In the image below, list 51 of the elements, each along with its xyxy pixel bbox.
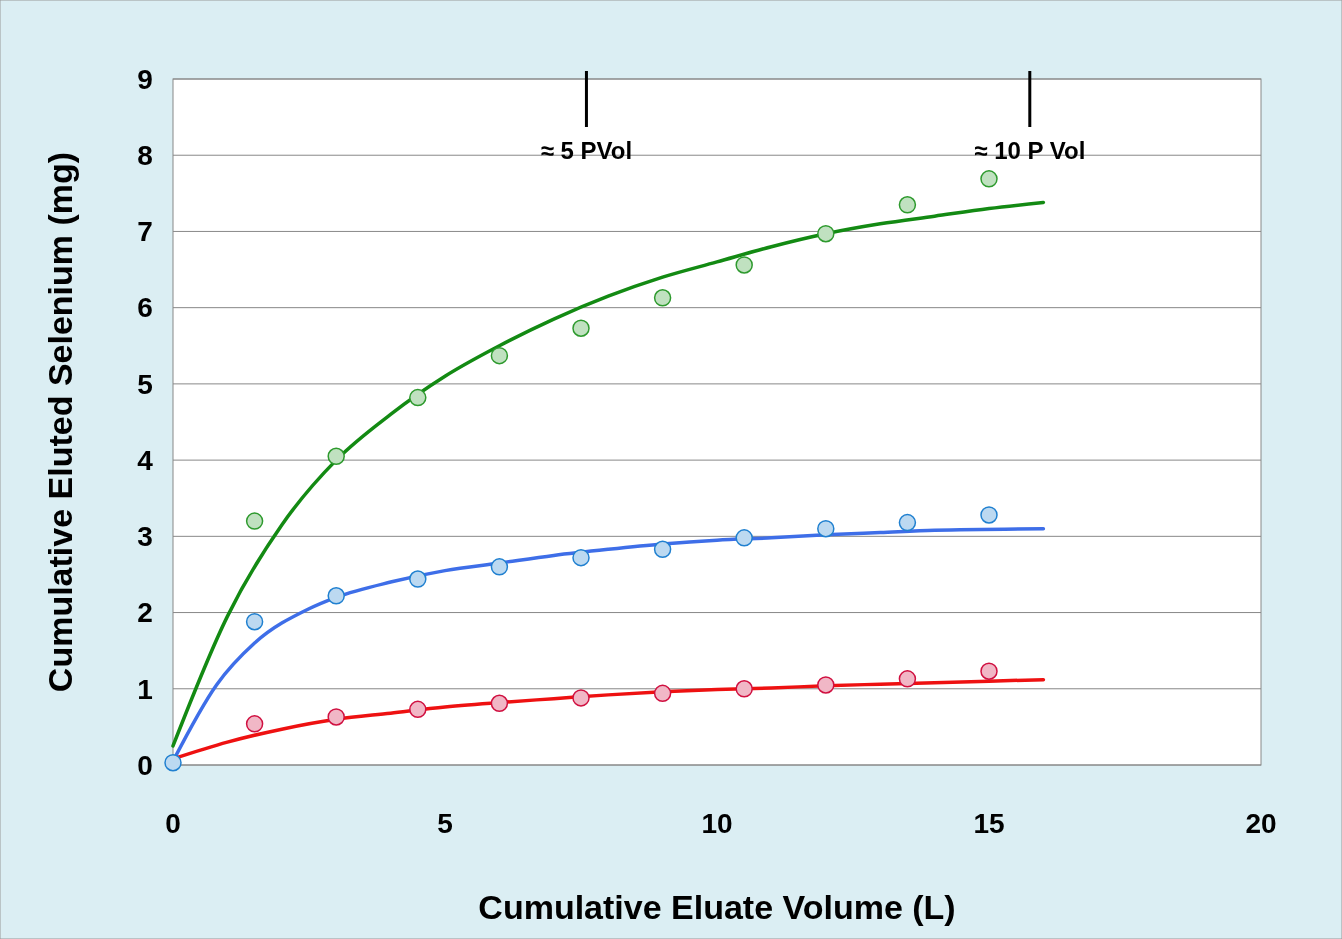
point: [490, 694, 509, 713]
y-tick-label: 9: [137, 63, 153, 95]
x-tick-label: 15: [973, 808, 1005, 839]
point: [572, 319, 590, 337]
point: [817, 676, 835, 694]
point: [653, 684, 672, 703]
point: [980, 170, 998, 188]
y-tick-label: 6: [137, 292, 153, 324]
point: [409, 388, 427, 407]
y-tick-label: 8: [137, 140, 153, 172]
y-tick-label: 4: [137, 444, 154, 476]
point: [327, 708, 345, 726]
point: [735, 256, 753, 274]
point: [327, 587, 345, 605]
point: [898, 513, 917, 532]
point: [245, 512, 264, 530]
point: [409, 700, 427, 719]
x-axis-title: Cumulative Eluate Volume (L): [478, 888, 956, 926]
point: [980, 506, 998, 524]
y-tick-label: 0: [137, 749, 153, 781]
point: [409, 570, 427, 588]
point: [980, 662, 998, 680]
line-series: [171, 200, 1046, 748]
point: [653, 540, 672, 559]
point: [735, 529, 753, 547]
point: [653, 289, 672, 307]
y-tick-label: 5: [137, 368, 153, 400]
y-tick-label: 1: [137, 673, 153, 705]
point: [327, 447, 345, 466]
point: [164, 753, 182, 772]
point: [572, 689, 590, 707]
x-tick-label: 10: [701, 808, 733, 839]
point: [817, 519, 835, 538]
y-axis-title: Cumulative Eluted Selenium (mg): [41, 151, 79, 693]
point: [245, 715, 264, 733]
point: [245, 612, 264, 631]
point: [490, 558, 509, 576]
point: [898, 196, 917, 214]
point: [735, 680, 753, 698]
y-tick-label: 3: [137, 521, 153, 553]
annotation: ≈ 10 P Vol: [974, 137, 1086, 164]
x-tick-label: 20: [1245, 808, 1277, 839]
y-tick-label: 2: [137, 597, 153, 629]
point: [490, 346, 509, 365]
point: [898, 670, 917, 688]
annotation: ≈ 5 PVol: [540, 137, 633, 164]
x-tick-label: 5: [437, 808, 453, 839]
x-tick-label: 0: [165, 808, 181, 839]
point: [817, 224, 835, 243]
y-tick-label: 7: [137, 216, 153, 248]
point: [572, 548, 590, 567]
